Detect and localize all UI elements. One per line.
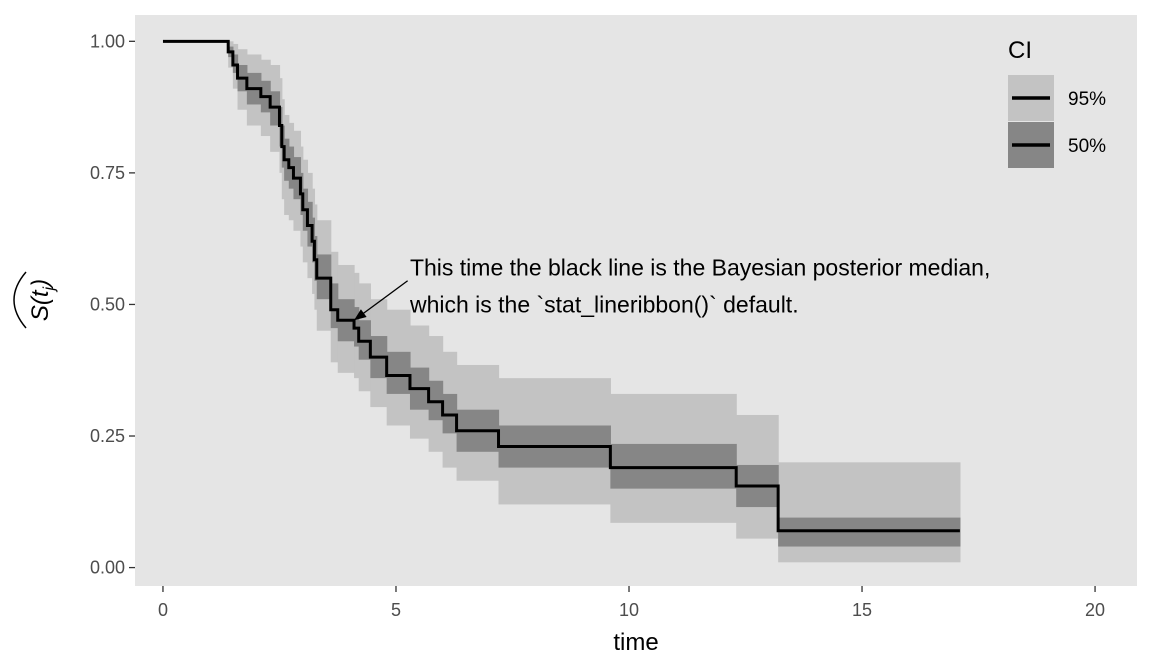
legend: CI 95% 50% (1008, 37, 1106, 168)
y-axis: 0.00 0.25 0.50 0.75 1.00 (90, 31, 135, 578)
median-step-path (162, 39, 960, 533)
y-tick-label: 0.00 (90, 558, 125, 578)
annotation-line-2: which is the `stat_lineribbon()` default… (409, 292, 799, 318)
y-tick-label: 0.50 (90, 294, 125, 314)
y-axis-title: S(tj) (13, 271, 58, 329)
y-axis-title-close: ) (27, 279, 54, 290)
x-axis-title: time (613, 629, 658, 656)
x-axis: 0 5 10 15 20 (158, 586, 1105, 620)
legend-title: CI (1008, 37, 1032, 64)
y-tick-label: 0.75 (90, 163, 125, 183)
legend-label-95: 95% (1068, 89, 1106, 110)
legend-label-50: 50% (1068, 136, 1106, 157)
ci-50-segment (386, 351, 411, 394)
annotation-arrowhead (354, 309, 367, 321)
x-tick-label: 5 (391, 600, 401, 620)
y-tick-label: 1.00 (90, 31, 125, 51)
x-tick-label: 20 (1085, 600, 1105, 620)
svg-text:S(tj): S(tj) (27, 279, 58, 321)
y-tick-label: 0.25 (90, 426, 125, 446)
y-axis-title-hat (13, 271, 27, 329)
ci-95-segment (778, 462, 961, 563)
annotation-line-1: This time the black line is the Bayesian… (410, 255, 990, 281)
median-line (162, 39, 960, 533)
x-tick-label: 15 (852, 600, 872, 620)
y-axis-title-base: S(t (27, 289, 54, 321)
ci-50-segment (330, 283, 339, 329)
x-tick-label: 0 (158, 600, 168, 620)
annotation: This time the black line is the Bayesian… (353, 255, 990, 321)
x-tick-label: 10 (619, 600, 639, 620)
y-axis-title-subscript: j (41, 286, 58, 292)
